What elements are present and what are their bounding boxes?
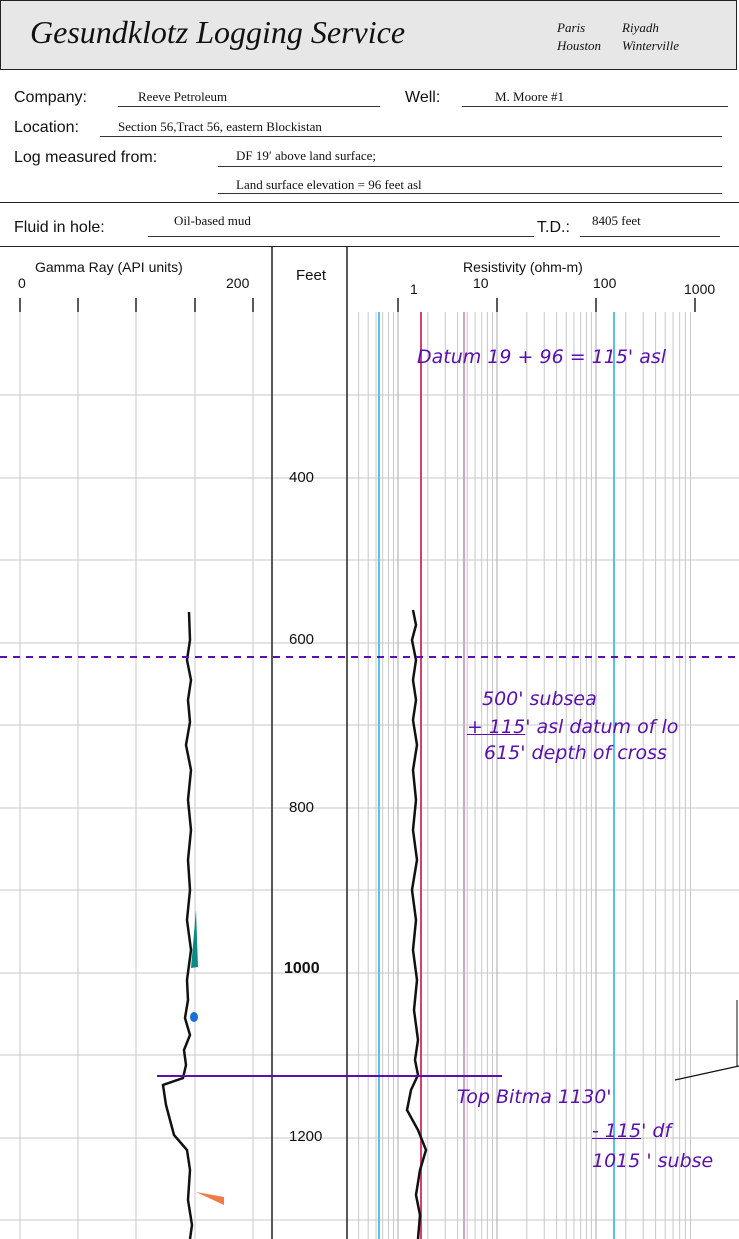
resistivity-curve bbox=[405, 609, 428, 1239]
resistivity-title: Resistivity (ohm-m) bbox=[463, 259, 583, 275]
subsea-annotation-line2: + 115' asl datum of lo bbox=[467, 716, 678, 738]
measured-value: DF 19′ above land surface; bbox=[236, 148, 377, 163]
orange-marker bbox=[196, 1192, 224, 1205]
company-underline bbox=[118, 106, 380, 107]
td-label: T.D.: bbox=[537, 219, 570, 236]
well-label: Well: bbox=[405, 89, 441, 106]
city-paris: Paris bbox=[557, 20, 586, 35]
well-value: M. Moore #1 bbox=[495, 89, 564, 104]
subsea-annotation-prefix: + 115 bbox=[467, 716, 526, 738]
resistivity-tick-1000: 1000 bbox=[684, 281, 716, 297]
resistivity-tick-10: 10 bbox=[473, 275, 489, 291]
datum-annotation: Datum 19 + 96 = 115' asl bbox=[417, 346, 667, 368]
depth-label: 1200 bbox=[289, 1128, 323, 1145]
depth-label: 1000 bbox=[284, 960, 320, 977]
gamma-ray-curve bbox=[161, 611, 194, 1239]
fluid-value: Oil-based mud bbox=[174, 213, 251, 228]
td-underline bbox=[580, 236, 720, 237]
gamma-ray-title: Gamma Ray (API units) bbox=[35, 259, 183, 275]
leader-line bbox=[674, 1065, 739, 1081]
city-houston: Houston bbox=[557, 38, 602, 53]
log-header bbox=[0, 0, 737, 70]
fluid-label: Fluid in hole: bbox=[14, 219, 105, 236]
df-annotation: - 115' df bbox=[592, 1120, 671, 1142]
company-value: Reeve Petroleum bbox=[138, 89, 228, 104]
location-underline bbox=[100, 136, 722, 137]
gamma-min-label: 0 bbox=[18, 275, 26, 291]
resistivity-tick-1: 1 bbox=[410, 281, 418, 297]
field-divider bbox=[0, 202, 739, 203]
subsea-annotation-line3: 615' depth of cross bbox=[484, 742, 667, 764]
well-underline bbox=[462, 106, 728, 107]
measured-label: Log measured from: bbox=[14, 149, 158, 166]
depth-label: 800 bbox=[289, 799, 315, 816]
company-label: Company: bbox=[14, 89, 87, 106]
elevation-underline bbox=[218, 193, 722, 194]
df-annotation-suffix: ' df bbox=[641, 1120, 672, 1142]
td-value: 8405 feet bbox=[592, 213, 641, 228]
blue-marker bbox=[190, 1012, 198, 1022]
measured-underline bbox=[218, 166, 722, 167]
elevation-value: Land surface elevation = 96 feet asl bbox=[236, 177, 422, 192]
city-winterville: Winterville bbox=[622, 38, 680, 53]
fluid-underline bbox=[148, 236, 534, 237]
page-title: Gesundklotz Logging Service bbox=[30, 14, 406, 50]
subsea-annotation-suffix: ' asl datum of lo bbox=[525, 716, 679, 738]
depth-label: 400 bbox=[289, 469, 315, 486]
gamma-max-label: 200 bbox=[226, 275, 250, 291]
location-value: Section 56,Tract 56, eastern Blockistan bbox=[118, 119, 322, 134]
df-annotation-prefix: - 115 bbox=[592, 1120, 642, 1142]
city-riyadh: Riyadh bbox=[622, 20, 659, 35]
resistivity-tick-100: 100 bbox=[593, 275, 617, 291]
track-divider bbox=[0, 246, 739, 247]
depth-title: Feet bbox=[296, 267, 327, 284]
depth-label: 600 bbox=[289, 631, 315, 648]
subsea-annotation-line1: 500' subsea bbox=[482, 688, 597, 710]
subsea-result-annotation: 1015 ' subse bbox=[592, 1150, 714, 1172]
teal-marker bbox=[191, 910, 198, 968]
top-bitma-annotation: Top Bitma 1130' bbox=[457, 1086, 612, 1108]
location-label: Location: bbox=[14, 119, 79, 136]
